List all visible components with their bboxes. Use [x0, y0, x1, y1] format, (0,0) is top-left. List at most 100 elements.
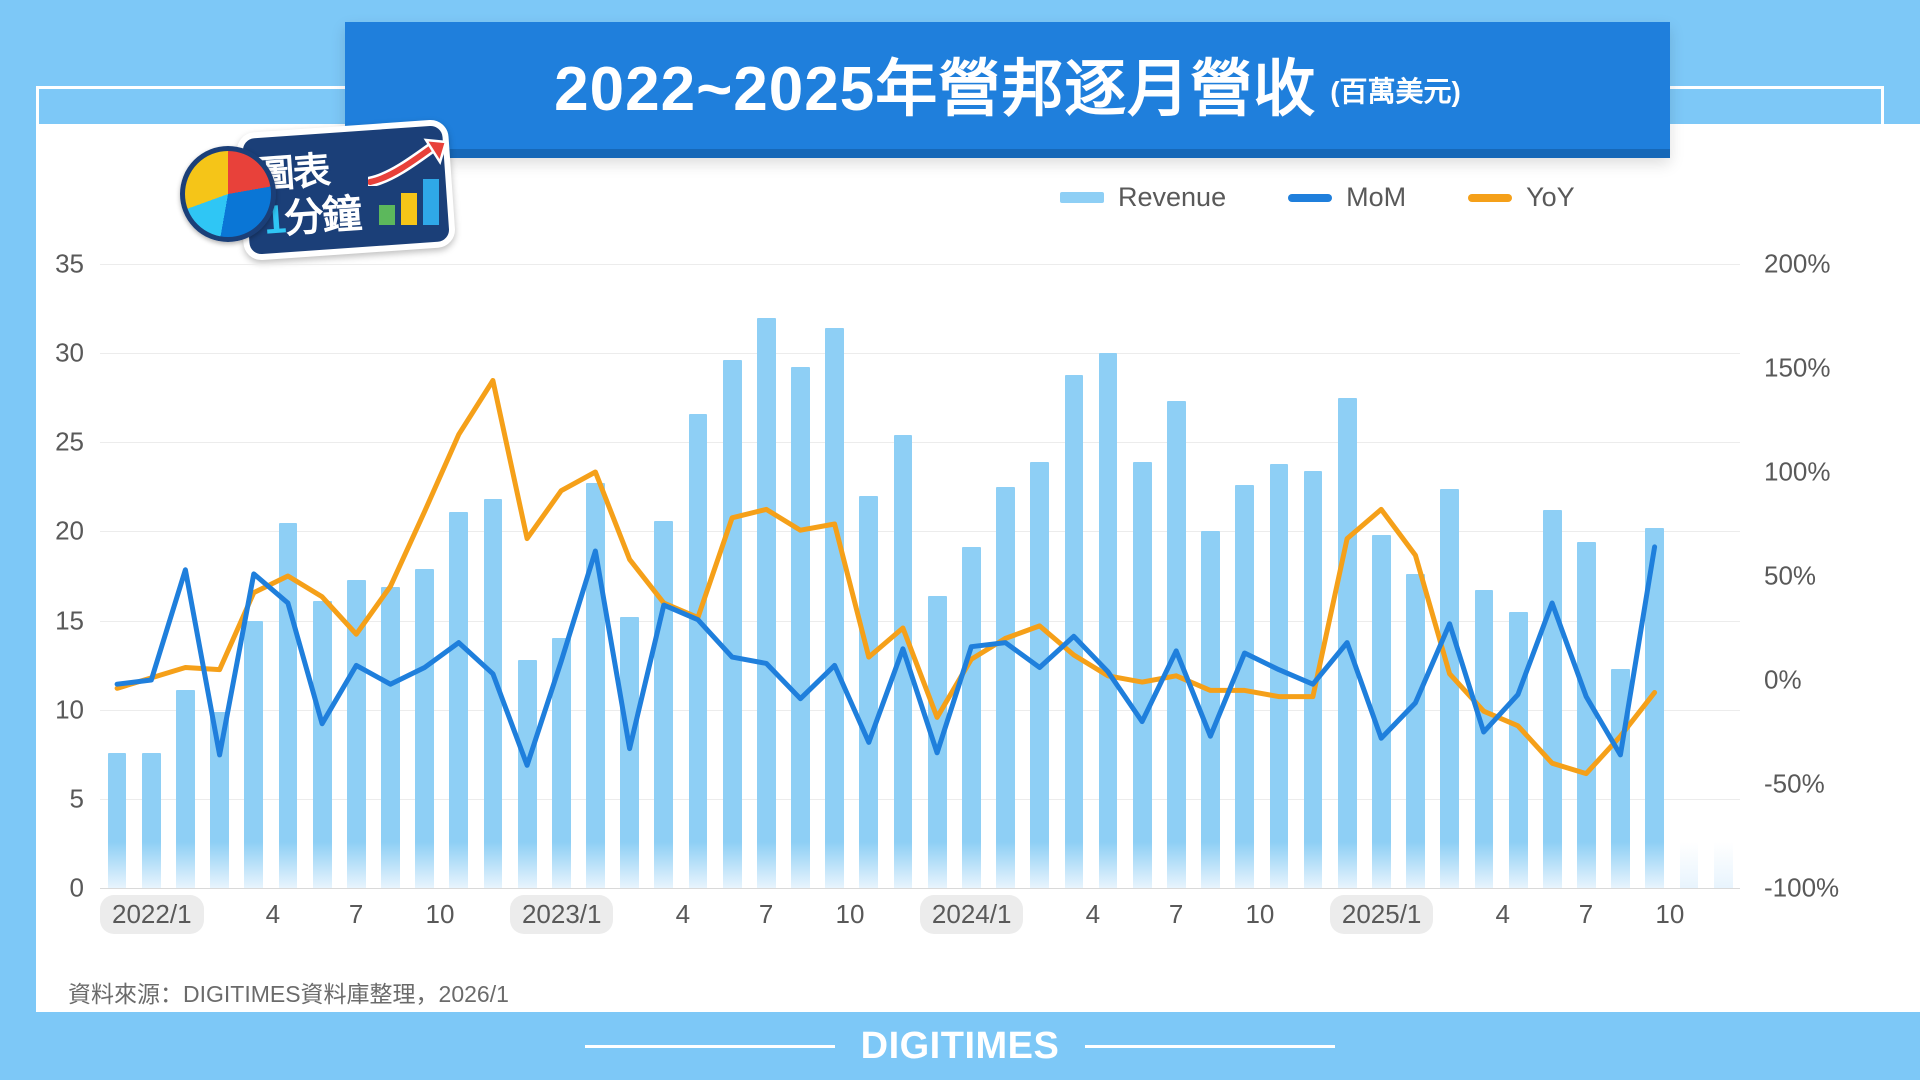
- legend-item-revenue[interactable]: Revenue: [1060, 182, 1226, 213]
- revenue-bar[interactable]: [415, 568, 435, 888]
- revenue-bar[interactable]: [961, 547, 981, 888]
- revenue-bar[interactable]: [996, 486, 1015, 888]
- revenue-bar[interactable]: [551, 638, 571, 888]
- revenue-bar[interactable]: [244, 620, 264, 888]
- bar-slot[interactable]: [1057, 264, 1091, 888]
- revenue-bar[interactable]: [1474, 590, 1494, 888]
- revenue-bar[interactable]: [346, 579, 366, 888]
- bar-slot[interactable]: [1399, 264, 1433, 888]
- revenue-bar[interactable]: [927, 595, 947, 888]
- x-axis-slot: [641, 892, 669, 936]
- revenue-bar[interactable]: [756, 317, 776, 888]
- legend-item-yoy[interactable]: YoY: [1468, 182, 1575, 213]
- revenue-bar[interactable]: [1645, 527, 1665, 888]
- bar-slot[interactable]: [954, 264, 988, 888]
- bar-slot[interactable]: [408, 264, 442, 888]
- x-axis-slot: [1544, 892, 1572, 936]
- revenue-bar[interactable]: [1064, 374, 1084, 888]
- bar-slot[interactable]: [1091, 264, 1125, 888]
- revenue-bar[interactable]: [893, 435, 913, 888]
- revenue-bar[interactable]: [1440, 488, 1460, 888]
- x-axis-label: 2023/1: [509, 894, 614, 934]
- revenue-bar[interactable]: [620, 617, 640, 888]
- revenue-bar[interactable]: [791, 367, 810, 888]
- bar-slot[interactable]: [339, 264, 373, 888]
- bar-slot[interactable]: [1638, 264, 1672, 888]
- revenue-bar[interactable]: [1406, 574, 1425, 888]
- revenue-bar[interactable]: [483, 499, 503, 888]
- bar-slot[interactable]: [1262, 264, 1296, 888]
- bar-slot[interactable]: [647, 264, 681, 888]
- revenue-bar[interactable]: [1235, 485, 1255, 888]
- bar-base-glow: [1064, 842, 1084, 888]
- title-unit-label: (百萬美元): [1330, 76, 1461, 107]
- bar-slot[interactable]: [510, 264, 544, 888]
- bar-slot[interactable]: [442, 264, 476, 888]
- revenue-bar[interactable]: [176, 690, 195, 888]
- bar-slot[interactable]: [783, 264, 817, 888]
- bar-slot[interactable]: [1159, 264, 1193, 888]
- revenue-bar[interactable]: [381, 586, 400, 888]
- bar-slot[interactable]: [749, 264, 783, 888]
- bar-slot[interactable]: [886, 264, 920, 888]
- gridline-10: [100, 709, 1740, 711]
- revenue-bar[interactable]: [1372, 535, 1391, 888]
- revenue-bar[interactable]: [1132, 461, 1152, 888]
- bar-slot[interactable]: [1569, 264, 1603, 888]
- bar-slot[interactable]: [1433, 264, 1467, 888]
- bar-slot[interactable]: [852, 264, 886, 888]
- revenue-bar[interactable]: [1030, 461, 1050, 888]
- bar-slot[interactable]: [237, 264, 271, 888]
- x-axis-slot: [1218, 892, 1246, 936]
- revenue-bar[interactable]: [859, 495, 879, 888]
- bar-slot[interactable]: [476, 264, 510, 888]
- revenue-bar[interactable]: [312, 600, 332, 888]
- bar-base-glow: [996, 842, 1015, 888]
- bar-slot[interactable]: [1672, 264, 1706, 888]
- revenue-bar[interactable]: [654, 520, 674, 888]
- revenue-bar[interactable]: [1201, 531, 1220, 888]
- revenue-bar[interactable]: [1098, 353, 1118, 888]
- bar-slot[interactable]: [1706, 264, 1740, 888]
- growth-arrow-icon: [368, 138, 448, 186]
- x-axis-slot: [1274, 892, 1302, 936]
- bar-slot[interactable]: [1296, 264, 1330, 888]
- revenue-bar[interactable]: [449, 511, 469, 888]
- bar-slot[interactable]: [1228, 264, 1262, 888]
- bar-slot[interactable]: [818, 264, 852, 888]
- bar-slot[interactable]: [681, 264, 715, 888]
- bar-slot[interactable]: [134, 264, 168, 888]
- bar-slot[interactable]: [1535, 264, 1569, 888]
- legend-item-mom[interactable]: MoM: [1288, 182, 1406, 213]
- revenue-bar[interactable]: [688, 413, 708, 888]
- revenue-bar[interactable]: [1167, 401, 1186, 888]
- revenue-bar[interactable]: [1577, 542, 1596, 888]
- bar-slot[interactable]: [1023, 264, 1057, 888]
- y-axis-label-left-20: 20: [55, 515, 84, 546]
- bar-slot[interactable]: [920, 264, 954, 888]
- bar-slot[interactable]: [305, 264, 339, 888]
- revenue-bar[interactable]: [825, 328, 845, 888]
- bar-slot[interactable]: [544, 264, 578, 888]
- revenue-bar[interactable]: [1269, 463, 1289, 888]
- bar-slot[interactable]: [1194, 264, 1228, 888]
- bar-slot[interactable]: [613, 264, 647, 888]
- bar-slot[interactable]: [1467, 264, 1501, 888]
- bar-slot[interactable]: [168, 264, 202, 888]
- revenue-bar[interactable]: [722, 360, 742, 888]
- revenue-bar[interactable]: [517, 659, 537, 888]
- title-banner: 2022~2025年營邦逐月營收 (百萬美元): [345, 22, 1670, 158]
- bar-slot[interactable]: [373, 264, 407, 888]
- x-axis-slot: 2022/1: [100, 892, 204, 936]
- bar-base-glow: [927, 842, 947, 888]
- bar-slot[interactable]: [203, 264, 237, 888]
- x-axis-slot: 7: [342, 892, 370, 936]
- revenue-bar[interactable]: [1303, 470, 1323, 888]
- bar-slot[interactable]: [715, 264, 749, 888]
- bar-slot[interactable]: [1125, 264, 1159, 888]
- bar-slot[interactable]: [100, 264, 134, 888]
- bar-slot[interactable]: [1364, 264, 1398, 888]
- bar-slot[interactable]: [988, 264, 1022, 888]
- x-axis-label: 4: [1085, 898, 1101, 929]
- revenue-bar[interactable]: [1542, 510, 1562, 888]
